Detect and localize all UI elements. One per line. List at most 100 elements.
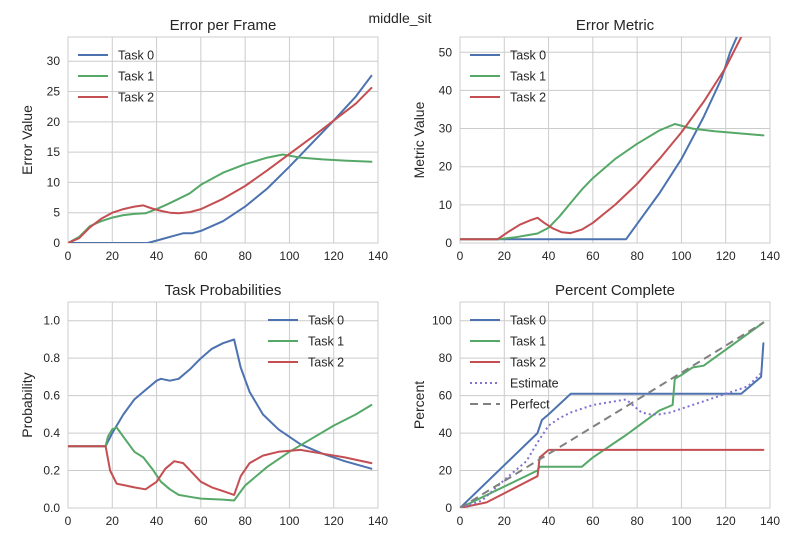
x-tick-label: 140 [368,514,388,528]
y-tick-label: 30 [439,122,453,136]
y-tick-label: 1.0 [43,314,60,328]
legend-label: Task 0 [308,314,344,328]
x-tick-label: 140 [368,249,388,263]
x-tick-label: 100 [671,249,691,263]
series-group [68,74,373,243]
x-tick-label: 20 [106,249,120,263]
y-tick-label: 0 [53,236,60,250]
x-tick-label: 120 [324,249,344,263]
chart-panel-3: 0 20 40 60 80 100 120 140 0 20 40 60 80 100 Percent Co… [411,282,780,528]
x-tick-label: 0 [65,514,72,528]
x-tick-label: 40 [150,249,164,263]
chart-title: Task Probabilities [165,282,282,299]
y-tick-label: 50 [439,45,453,59]
legend-label: Task 2 [510,356,546,370]
legend-label: Perfect [510,398,550,412]
y-tick-label: 0.0 [43,501,60,515]
series-line-task-2 [460,37,743,241]
y-tick-label: 15 [47,145,61,159]
x-tick-label: 100 [279,249,299,263]
x-tick-label: 60 [194,249,208,263]
x-tick-label: 20 [498,514,512,528]
legend: Task 0 Task 1 Task 2 [470,49,546,105]
legend-label: Task 1 [510,335,546,349]
x-tick-label: 40 [542,514,556,528]
legend-label: Task 0 [510,49,546,63]
series-group [68,338,373,502]
legend-label: Task 1 [510,70,546,84]
y-axis-label: Metric Value [411,101,427,178]
x-tick-label: 0 [65,249,72,263]
series-line-task-0 [460,37,738,241]
series-group [460,321,765,508]
y-tick-label: 5 [53,206,60,220]
chart-title: Error per Frame [170,17,277,34]
x-tick-label: 60 [586,249,600,263]
legend-label: Task 0 [510,314,546,328]
chart-title: Error Metric [576,17,655,34]
series-line-task-0 [460,342,765,508]
y-tick-label: 0.2 [43,464,60,478]
series-group [460,37,765,241]
legend-label: Task 2 [118,91,154,105]
y-tick-label: 40 [439,83,453,97]
x-tick-label: 140 [760,249,780,263]
y-tick-label: 25 [47,85,61,99]
series-line-task-2 [460,448,765,508]
chart-panel-0: 0 20 40 60 80 100 120 140 0 5 10 15 20 25 30 Error per … [19,17,388,263]
y-axis-label: Percent [411,381,427,429]
x-tick-label: 80 [630,514,644,528]
chart-panel-2: 0 20 40 60 80 100 120 140 0.0 0.2 0.4 0.6 0.8 1.0 Task… [19,282,388,528]
x-tick-label: 0 [457,249,464,263]
y-tick-label: 100 [432,314,452,328]
x-tick-label: 120 [324,514,344,528]
x-tick-label: 40 [542,249,556,263]
x-tick-label: 80 [630,249,644,263]
x-tick-label: 0 [457,514,464,528]
y-tick-label: 0.8 [43,351,60,365]
y-tick-label: 0 [445,501,452,515]
y-tick-label: 40 [439,426,453,440]
x-tick-label: 20 [498,249,512,263]
y-tick-label: 20 [439,464,453,478]
legend-label: Task 1 [118,70,154,84]
y-tick-label: 80 [439,351,453,365]
x-tick-label: 20 [106,514,120,528]
plot-frame [459,301,771,509]
series-line-task-2 [68,445,373,496]
series-line-estimate [460,372,762,508]
series-line-task-2 [68,86,373,243]
x-tick-label: 120 [716,514,736,528]
series-line-task-1 [460,321,765,508]
x-tick-label: 40 [150,514,164,528]
x-tick-label: 80 [238,249,252,263]
x-tick-label: 80 [238,514,252,528]
chart-panel-1: 0 20 40 60 80 100 120 140 0 10 20 30 40 50 Error Metri… [411,17,780,263]
series-line-task-0 [68,338,373,470]
legend: Task 0 Task 1 Task 2 Estimate Perfect [470,314,559,412]
plot-frame [67,301,379,509]
x-tick-label: 100 [279,514,299,528]
x-tick-label: 140 [760,514,780,528]
plot-frame [67,36,379,244]
series-line-perfect [460,321,764,508]
chart-title: Percent Complete [555,282,675,299]
legend-label: Task 2 [510,91,546,105]
x-tick-label: 120 [716,249,736,263]
y-tick-label: 30 [47,54,61,68]
y-tick-label: 0.4 [43,426,60,440]
y-axis-label: Error Value [19,105,35,175]
series-line-task-1 [68,404,373,502]
y-tick-label: 10 [47,175,61,189]
figure-suptitle: middle_sit [368,10,431,26]
plot-frame [459,36,771,244]
x-tick-label: 60 [194,514,208,528]
y-tick-label: 20 [439,160,453,174]
legend: Task 0 Task 1 Task 2 [268,314,344,370]
x-tick-label: 60 [586,514,600,528]
legend: Task 0 Task 1 Task 2 [78,49,154,105]
legend-label: Task 1 [308,335,344,349]
series-line-task-1 [68,153,373,243]
legend-label: Task 2 [308,356,344,370]
